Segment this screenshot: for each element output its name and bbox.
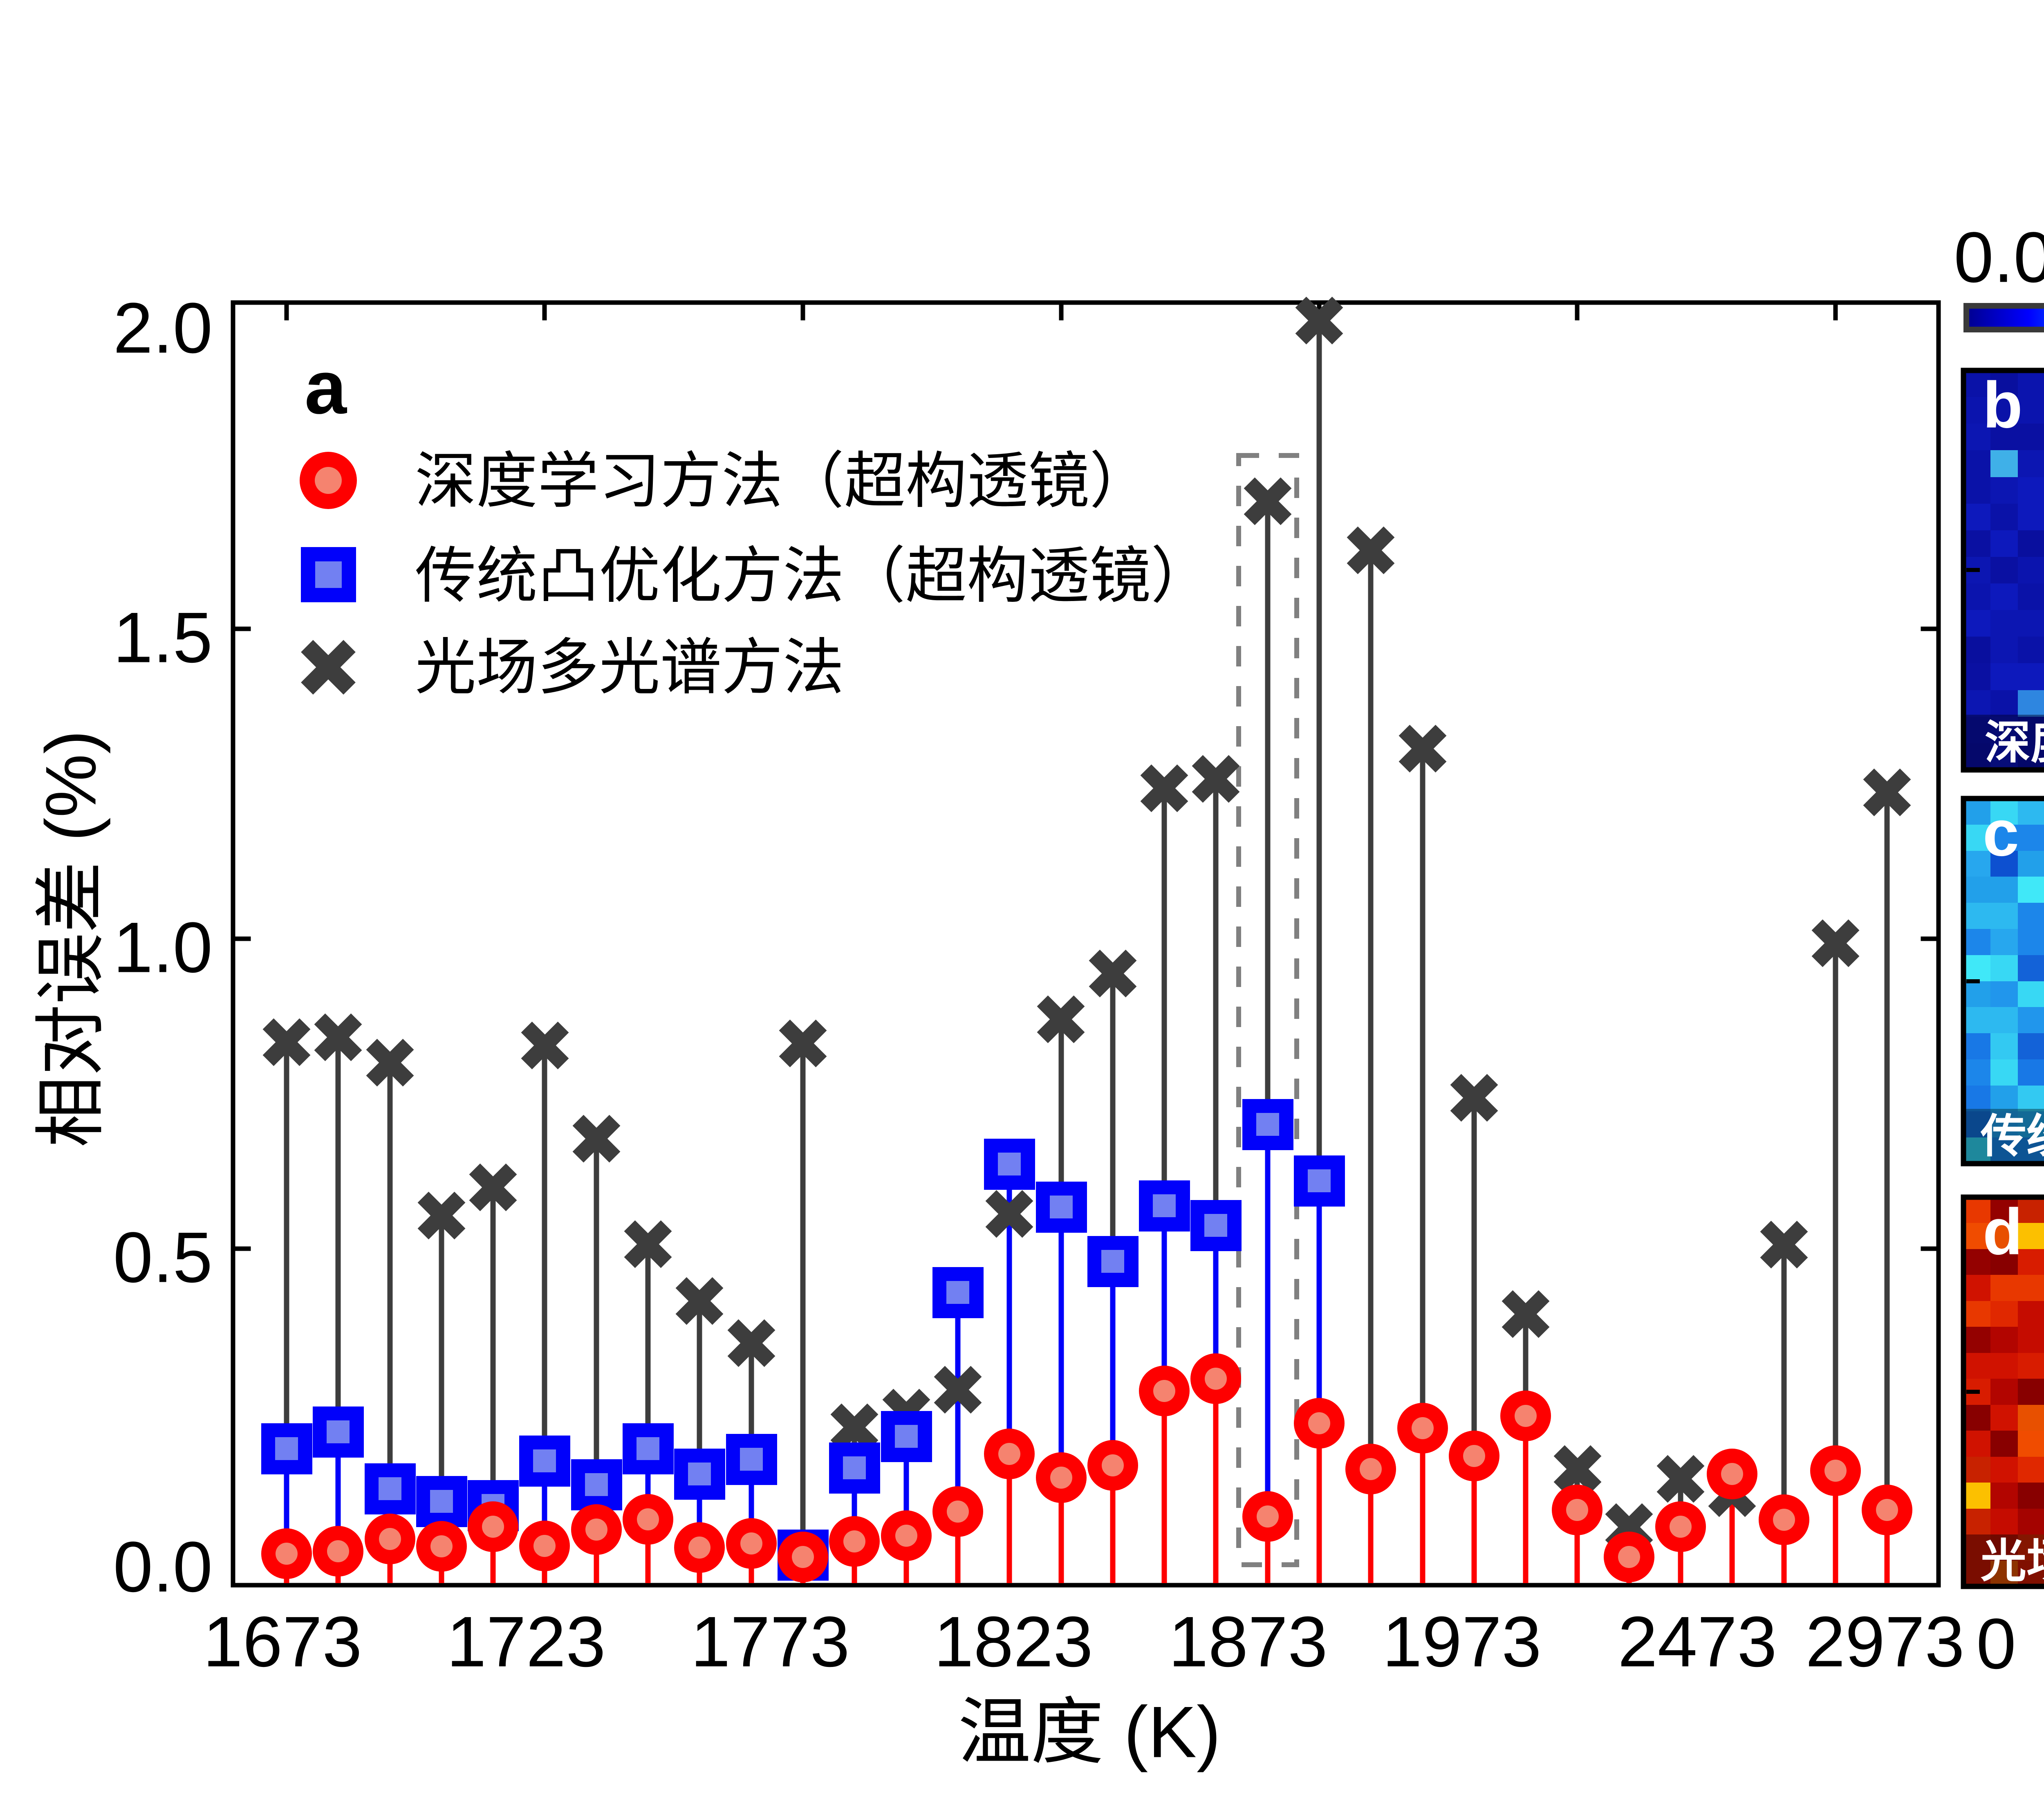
svg-text:2.0: 2.0 (113, 289, 213, 368)
svg-text:相对误差 (%): 相对误差 (%) (31, 730, 111, 1148)
svg-text:传统凸优化方法（超构透镜）: 传统凸优化方法（超构透镜） (415, 541, 1212, 610)
svg-text:d: d (1983, 1195, 2023, 1268)
svg-text:1823: 1823 (934, 1602, 1093, 1682)
svg-text:1773: 1773 (690, 1602, 849, 1682)
svg-text:2473: 2473 (1618, 1602, 1777, 1682)
svg-text:1.5: 1.5 (113, 598, 213, 678)
svg-text:0.5: 0.5 (113, 1218, 213, 1298)
svg-text:1973: 1973 (1382, 1602, 1541, 1682)
svg-text:1.0: 1.0 (113, 908, 213, 988)
svg-text:1873: 1873 (1168, 1602, 1327, 1682)
svg-text:2973: 2973 (1805, 1602, 1964, 1682)
svg-text:a: a (305, 345, 347, 430)
svg-text:温度 (K): 温度 (K) (958, 1691, 1221, 1773)
svg-text:光场多光谱方法: 光场多光谱方法 (1981, 1536, 2044, 1587)
svg-text:b: b (1983, 368, 2023, 442)
svg-text:c: c (1983, 796, 2019, 870)
svg-text:0.0: 0.0 (113, 1528, 213, 1607)
svg-text:1673: 1673 (203, 1602, 362, 1682)
svg-text:深度学习方法（超构透镜）: 深度学习方法（超构透镜） (415, 446, 1151, 515)
svg-text:光场多光谱方法: 光场多光谱方法 (415, 633, 844, 702)
svg-text:0: 0 (1976, 1604, 2016, 1684)
svg-text:传统凸优化方法（超透镜）: 传统凸优化方法（超透镜） (1980, 1111, 2044, 1162)
svg-text:1723: 1723 (446, 1602, 605, 1682)
svg-text:深度学习方法（超透镜）: 深度学习方法（超透镜） (1985, 717, 2044, 768)
svg-text:0.0: 0.0 (1954, 218, 2044, 298)
